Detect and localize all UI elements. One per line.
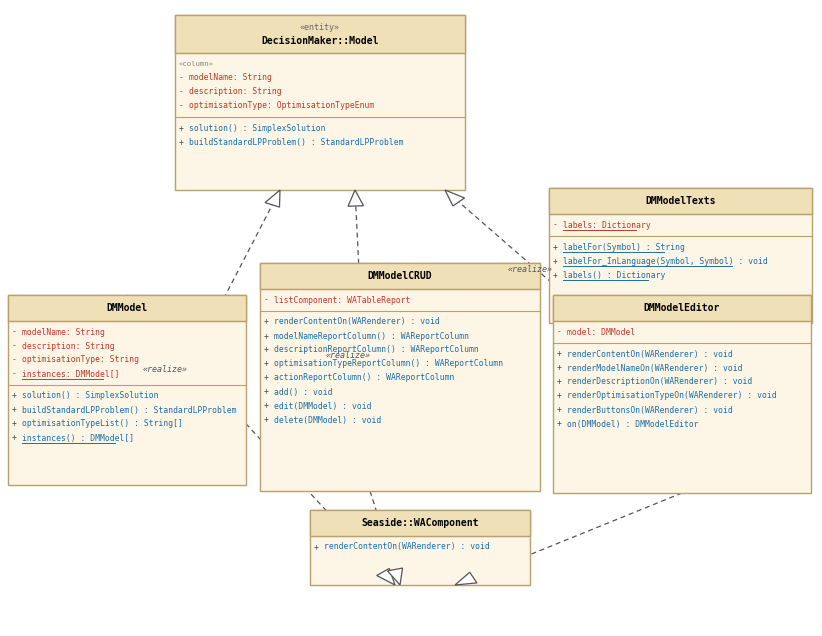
Text: +: + — [264, 345, 269, 354]
Text: «column»: «column» — [179, 61, 214, 67]
Text: +: + — [553, 242, 558, 251]
Bar — [8, 295, 246, 485]
Text: -: - — [557, 328, 562, 336]
Text: -: - — [12, 356, 17, 364]
Text: +: + — [557, 364, 562, 373]
Text: +: + — [264, 415, 269, 424]
Bar — [549, 188, 812, 214]
Text: Seaside::WAComponent: Seaside::WAComponent — [361, 518, 478, 528]
Text: delete(DMModel) : void: delete(DMModel) : void — [274, 415, 381, 424]
Text: instances: DMModel[]: instances: DMModel[] — [22, 370, 119, 378]
Text: +: + — [179, 123, 184, 132]
Text: +: + — [12, 392, 17, 401]
Text: buildStandardLPProblem() : StandardLPProblem: buildStandardLPProblem() : StandardLPPro… — [22, 406, 237, 415]
Text: optimisationTypeList() : String[]: optimisationTypeList() : String[] — [22, 420, 182, 429]
Polygon shape — [266, 190, 280, 207]
Text: +: + — [557, 420, 562, 429]
Polygon shape — [455, 572, 477, 585]
Text: modelName: String: modelName: String — [22, 328, 105, 336]
Text: instances() : DMModel[]: instances() : DMModel[] — [22, 434, 134, 443]
Text: labelFor_InLanguage(Symbol, Symbol) : void: labelFor_InLanguage(Symbol, Symbol) : vo… — [563, 256, 768, 265]
Text: +: + — [264, 359, 269, 368]
Text: «entity»: «entity» — [300, 22, 340, 32]
Text: on(DMModel) : DMModelEditor: on(DMModel) : DMModelEditor — [567, 420, 699, 429]
Text: -: - — [12, 328, 17, 336]
Text: +: + — [12, 420, 17, 429]
Polygon shape — [376, 569, 395, 585]
Bar — [175, 15, 465, 190]
Bar — [553, 295, 811, 493]
Text: renderDescriptionOn(WARenderer) : void: renderDescriptionOn(WARenderer) : void — [567, 378, 752, 387]
Text: labelFor(Symbol) : String: labelFor(Symbol) : String — [563, 242, 685, 251]
Text: model: DMModel: model: DMModel — [567, 328, 635, 336]
Text: descriptionReportColumn() : WAReportColumn: descriptionReportColumn() : WAReportColu… — [274, 345, 478, 354]
Text: +: + — [264, 387, 269, 396]
Polygon shape — [387, 568, 403, 585]
Text: +: + — [557, 406, 562, 415]
Text: -: - — [179, 88, 184, 97]
Text: +: + — [557, 392, 562, 401]
Text: +: + — [553, 256, 558, 265]
Bar — [310, 510, 530, 536]
Polygon shape — [445, 190, 464, 206]
Text: listComponent: WATableReport: listComponent: WATableReport — [274, 296, 410, 305]
Text: +: + — [179, 137, 184, 146]
Text: actionReportColumn() : WAReportColumn: actionReportColumn() : WAReportColumn — [274, 373, 455, 382]
Text: edit(DMModel) : void: edit(DMModel) : void — [274, 401, 372, 410]
Text: optimisationType: String: optimisationType: String — [22, 356, 139, 364]
Text: renderContentOn(WARenderer) : void: renderContentOn(WARenderer) : void — [324, 543, 490, 551]
Bar — [175, 15, 465, 53]
Text: +: + — [557, 350, 562, 359]
Text: DMModelCRUD: DMModelCRUD — [367, 271, 432, 281]
Text: +: + — [557, 378, 562, 387]
Bar — [260, 263, 540, 491]
Text: -: - — [553, 221, 558, 230]
Text: optimisationTypeReportColumn() : WAReportColumn: optimisationTypeReportColumn() : WARepor… — [274, 359, 503, 368]
Text: renderModelNameOn(WARenderer) : void: renderModelNameOn(WARenderer) : void — [567, 364, 742, 373]
Text: «realize»: «realize» — [507, 265, 552, 275]
Text: add() : void: add() : void — [274, 387, 333, 396]
Text: +: + — [264, 331, 269, 340]
Text: modelNameReportColumn() : WAReportColumn: modelNameReportColumn() : WAReportColumn — [274, 331, 469, 340]
Text: «realize»: «realize» — [142, 366, 187, 375]
Text: +: + — [12, 406, 17, 415]
Text: -: - — [179, 102, 184, 111]
Text: DMModelTexts: DMModelTexts — [645, 196, 716, 206]
Bar — [310, 510, 530, 585]
Text: +: + — [12, 434, 17, 443]
Text: renderOptimisationTypeOn(WARenderer) : void: renderOptimisationTypeOn(WARenderer) : v… — [567, 392, 777, 401]
Text: renderContentOn(WARenderer) : void: renderContentOn(WARenderer) : void — [567, 350, 732, 359]
Text: description: String: description: String — [189, 88, 282, 97]
Bar — [8, 295, 246, 321]
Bar — [549, 188, 812, 323]
Text: description: String: description: String — [22, 342, 114, 350]
Text: labels: Dictionary: labels: Dictionary — [563, 221, 651, 230]
Polygon shape — [348, 190, 363, 206]
Text: optimisationType: OptimisationTypeEnum: optimisationType: OptimisationTypeEnum — [189, 102, 374, 111]
Text: -: - — [12, 342, 17, 350]
Text: +: + — [264, 373, 269, 382]
Text: -: - — [264, 296, 269, 305]
Text: DMModel: DMModel — [106, 303, 148, 313]
Text: +: + — [314, 543, 319, 551]
Text: labels() : Dictionary: labels() : Dictionary — [563, 270, 665, 279]
Bar — [260, 263, 540, 289]
Text: -: - — [12, 370, 17, 378]
Text: +: + — [264, 317, 269, 326]
Bar — [553, 295, 811, 321]
Text: DecisionMaker::Model: DecisionMaker::Model — [261, 36, 379, 46]
Text: DMModelEditor: DMModelEditor — [644, 303, 720, 313]
Text: modelName: String: modelName: String — [189, 74, 272, 83]
Text: solution() : SimplexSolution: solution() : SimplexSolution — [189, 123, 326, 132]
Text: renderContentOn(WARenderer) : void: renderContentOn(WARenderer) : void — [274, 317, 440, 326]
Text: buildStandardLPProblem() : StandardLPProblem: buildStandardLPProblem() : StandardLPPro… — [189, 137, 404, 146]
Text: +: + — [553, 270, 558, 279]
Text: renderButtonsOn(WARenderer) : void: renderButtonsOn(WARenderer) : void — [567, 406, 732, 415]
Text: solution() : SimplexSolution: solution() : SimplexSolution — [22, 392, 159, 401]
Text: «realize»: «realize» — [326, 350, 371, 359]
Text: +: + — [264, 401, 269, 410]
Text: -: - — [179, 74, 184, 83]
